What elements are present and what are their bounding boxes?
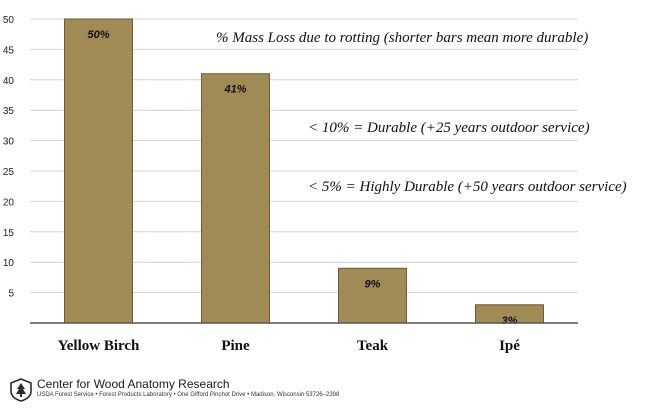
bar-yellow-birch: [64, 18, 133, 324]
x-tick-label: Yellow Birch: [58, 338, 140, 354]
durable-threshold-annotation: < 10% = Durable (+25 years outdoor servi…: [308, 120, 590, 136]
x-tick-label: Teak: [357, 338, 389, 354]
y-tick-label: 5: [8, 289, 14, 300]
y-tick-label: 15: [3, 228, 15, 239]
data-labels: 50% 41% 9% 3%: [87, 29, 517, 327]
data-label: 50%: [87, 29, 109, 41]
x-tick-label: Pine: [221, 338, 250, 354]
footer-title: Center for Wood Anatomy Research: [37, 377, 230, 391]
chart-title-annotation: % Mass Loss due to rotting (shorter bars…: [216, 30, 589, 46]
y-tick-label: 30: [3, 137, 15, 148]
data-label: 9%: [365, 278, 381, 290]
y-tick-label: 25: [3, 167, 15, 178]
y-tick-label: 20: [3, 197, 15, 208]
y-tick-label: 50: [3, 15, 15, 26]
y-tick-label: 35: [3, 106, 15, 117]
bar-teak: [338, 267, 407, 324]
x-tick-label: Ipé: [499, 338, 520, 354]
footer-address: USDA Forest Service • Forest Products La…: [37, 392, 340, 398]
data-label: 41%: [223, 84, 246, 96]
y-tick-label: 45: [3, 45, 15, 56]
x-axis-ticks: Yellow Birch Pine Teak Ipé: [58, 338, 521, 354]
footer: Center for Wood Anatomy Research USDA Fo…: [10, 376, 410, 406]
bar-pine: [201, 73, 270, 324]
y-axis-ticks: 5 10 15 20 25 30 35 40 45 50: [3, 15, 15, 300]
y-tick-label: 10: [3, 258, 15, 269]
data-label: 3%: [502, 315, 518, 327]
forest-service-shield-icon: [10, 378, 32, 402]
y-tick-label: 40: [3, 76, 15, 87]
highly-durable-threshold-annotation: < 5% = Highly Durable (+50 years outdoor…: [308, 179, 627, 195]
